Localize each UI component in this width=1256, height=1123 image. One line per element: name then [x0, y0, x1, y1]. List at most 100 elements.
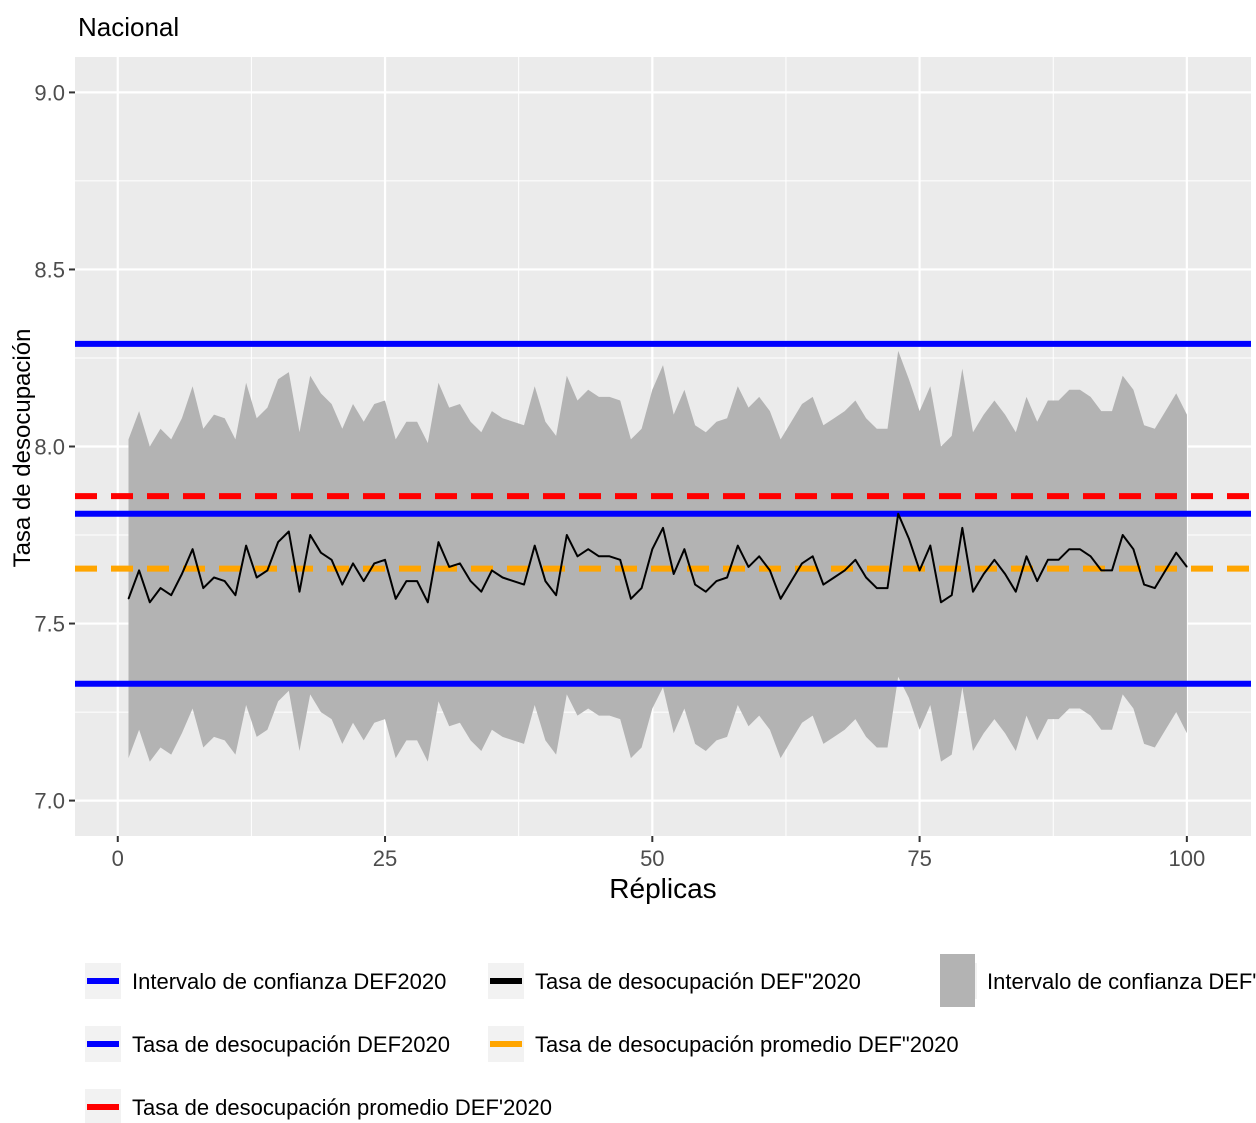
series-point — [1036, 580, 1038, 582]
series-point — [619, 559, 621, 561]
series-point — [961, 527, 963, 529]
series-point — [929, 545, 931, 547]
legend-label: Tasa de desocupación promedio DEF"2020 — [535, 1032, 959, 1057]
series-point — [1100, 569, 1102, 572]
series-point — [801, 562, 803, 564]
series-point — [908, 537, 910, 540]
series-point — [352, 562, 354, 564]
series-point — [972, 591, 974, 593]
series-point — [587, 548, 589, 550]
series-point — [651, 548, 653, 550]
series-layer — [127, 512, 1188, 604]
series-line — [127, 512, 1188, 604]
series-point — [673, 573, 675, 575]
x-tick-label: 100 — [1168, 846, 1205, 871]
legend-item: Tasa de desocupación DEF2020 — [85, 1026, 450, 1062]
series-point — [1079, 548, 1081, 550]
series-point — [149, 601, 151, 603]
series-point — [1057, 559, 1060, 561]
series-point — [159, 587, 162, 589]
series-point — [897, 513, 899, 515]
series-point — [192, 548, 194, 550]
series-point — [555, 594, 557, 596]
y-tick-label: 8.0 — [34, 435, 65, 460]
series-point — [683, 548, 685, 550]
series-point — [384, 559, 386, 561]
series-point — [726, 576, 728, 579]
series-point — [309, 534, 311, 536]
legend-label: Intervalo de confianza DEF"2020 — [987, 969, 1256, 994]
series-point — [790, 580, 792, 582]
series-point — [758, 555, 760, 557]
series-point — [459, 562, 461, 564]
y-tick-label: 7.5 — [34, 612, 65, 637]
series-point — [181, 573, 183, 575]
series-point — [502, 576, 504, 579]
series-point — [780, 598, 782, 600]
y-axis: 7.0 7.5 8.0 8.5 9.0 — [34, 80, 75, 814]
series-point — [630, 598, 632, 600]
series-point — [854, 559, 857, 561]
series-point — [469, 580, 472, 582]
series-point — [1164, 569, 1167, 572]
series-point — [918, 569, 921, 572]
series-point — [1143, 583, 1145, 586]
series-point — [1090, 555, 1092, 557]
series-point — [170, 594, 172, 596]
series-point — [951, 594, 953, 596]
legend: Intervalo de confianza DEF2020 Tasa de de… — [85, 954, 1256, 1123]
series-point — [288, 530, 290, 533]
series-point — [769, 569, 771, 572]
series-point — [373, 562, 375, 564]
series-point — [138, 569, 140, 572]
series-point — [448, 566, 450, 568]
legend-swatch — [940, 954, 975, 1007]
legend-item: Tasa de desocupación promedio DEF'2020 — [85, 1089, 552, 1123]
series-point — [1132, 548, 1134, 550]
series-point — [608, 555, 611, 557]
series-point — [833, 576, 835, 579]
series-point — [512, 580, 514, 582]
series-point — [1122, 534, 1124, 536]
legend-item: Tasa de desocupación promedio DEF"2020 — [488, 1026, 959, 1062]
chart-title: Nacional — [78, 12, 179, 42]
series-point — [822, 583, 824, 586]
series-point — [234, 594, 236, 596]
series-point — [865, 576, 867, 579]
series-point — [566, 534, 568, 536]
x-tick-label: 0 — [112, 846, 124, 871]
legend-item: Tasa de desocupación DEF"2020 — [488, 963, 861, 999]
x-tick-label: 50 — [640, 846, 664, 871]
reference-lines-layer — [75, 340, 1251, 687]
series-point — [1047, 559, 1049, 561]
series-point — [523, 583, 525, 586]
x-tick-label: 25 — [373, 846, 397, 871]
series-point — [224, 580, 226, 582]
series-point — [544, 580, 547, 582]
series-point — [437, 541, 440, 543]
series-point — [715, 580, 718, 582]
series-point — [416, 580, 418, 582]
series-point — [598, 555, 600, 557]
y-axis-label: Tasa de desocupación — [9, 329, 36, 568]
series-point — [747, 566, 750, 568]
legend-item: Intervalo de confianza DEF2020 — [85, 963, 446, 999]
series-point — [705, 591, 707, 593]
series-point — [1111, 569, 1113, 572]
legend-label: Tasa de desocupación DEF"2020 — [535, 969, 861, 994]
legend-label: Tasa de desocupación DEF2020 — [132, 1032, 450, 1057]
series-point — [983, 573, 985, 575]
series-point — [886, 587, 889, 589]
series-point — [491, 569, 493, 572]
y-tick-label: 7.0 — [34, 789, 65, 814]
series-point — [576, 555, 579, 557]
series-point — [1154, 587, 1156, 589]
series-point — [641, 587, 643, 589]
series-point — [320, 552, 322, 554]
series-point — [534, 545, 536, 547]
series-point — [266, 569, 269, 572]
series-point — [737, 545, 739, 547]
legend-item: Intervalo de confianza DEF"2020 — [940, 954, 1256, 1007]
y-tick-label: 8.5 — [34, 257, 65, 282]
